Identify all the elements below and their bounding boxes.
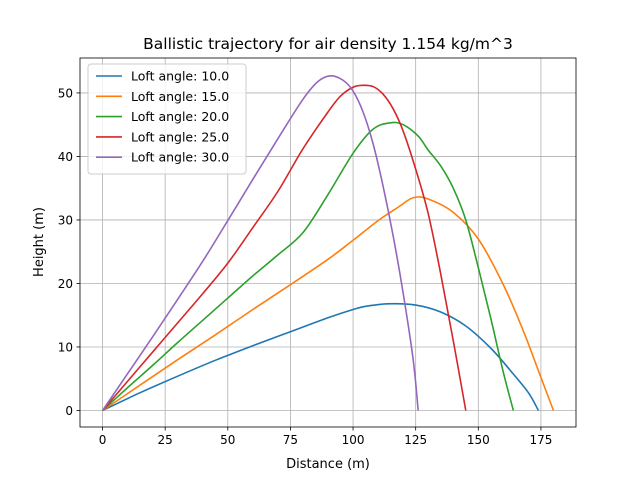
y-tick-label: 30	[58, 213, 73, 227]
y-tick-label: 40	[58, 150, 73, 164]
x-tick-label: 175	[529, 433, 552, 447]
x-tick-label: 75	[283, 433, 298, 447]
x-tick-label: 100	[342, 433, 365, 447]
y-axis-label: Height (m)	[32, 207, 47, 277]
x-tick-label: 0	[99, 433, 107, 447]
y-tick-label: 0	[65, 404, 73, 418]
x-axis: 0 25 50 75 100 125 150 175	[99, 427, 552, 447]
y-tick-label: 10	[58, 340, 73, 354]
legend-label: Loft angle: 10.0	[131, 69, 229, 84]
x-tick-label: 50	[220, 433, 235, 447]
legend: Loft angle: 10.0 Loft angle: 15.0 Loft ang…	[87, 63, 247, 175]
legend-label: Loft angle: 25.0	[131, 129, 229, 144]
y-axis: 0 10 20 30 40 50	[58, 86, 80, 418]
series-line-3	[102, 121, 515, 412]
x-tick-label: 125	[404, 433, 427, 447]
legend-box	[87, 63, 247, 175]
y-tick-label: 20	[58, 277, 73, 291]
series-line-5	[101, 74, 419, 411]
axes-frame	[79, 57, 577, 428]
chart-title: Ballistic trajectory for air density 1.1…	[143, 35, 513, 53]
x-tick-label: 150	[467, 433, 490, 447]
x-axis-label: Distance (m)	[286, 457, 370, 472]
x-tick-label: 25	[158, 433, 173, 447]
series-line-4	[101, 84, 467, 412]
legend-label: Loft angle: 15.0	[131, 89, 229, 104]
legend-label: Loft angle: 30.0	[131, 150, 229, 165]
legend-label: Loft angle: 20.0	[131, 109, 229, 124]
y-tick-label: 50	[58, 86, 73, 100]
series-line-1	[102, 302, 540, 412]
plot-area	[101, 74, 555, 412]
